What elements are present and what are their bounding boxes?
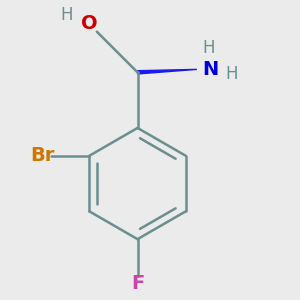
Text: N: N xyxy=(202,60,218,79)
Text: H: H xyxy=(202,39,215,57)
Text: Br: Br xyxy=(30,146,55,165)
Text: H: H xyxy=(225,65,238,83)
Text: F: F xyxy=(131,274,144,293)
Text: O: O xyxy=(81,14,98,34)
Text: H: H xyxy=(60,6,72,24)
Polygon shape xyxy=(137,69,197,74)
